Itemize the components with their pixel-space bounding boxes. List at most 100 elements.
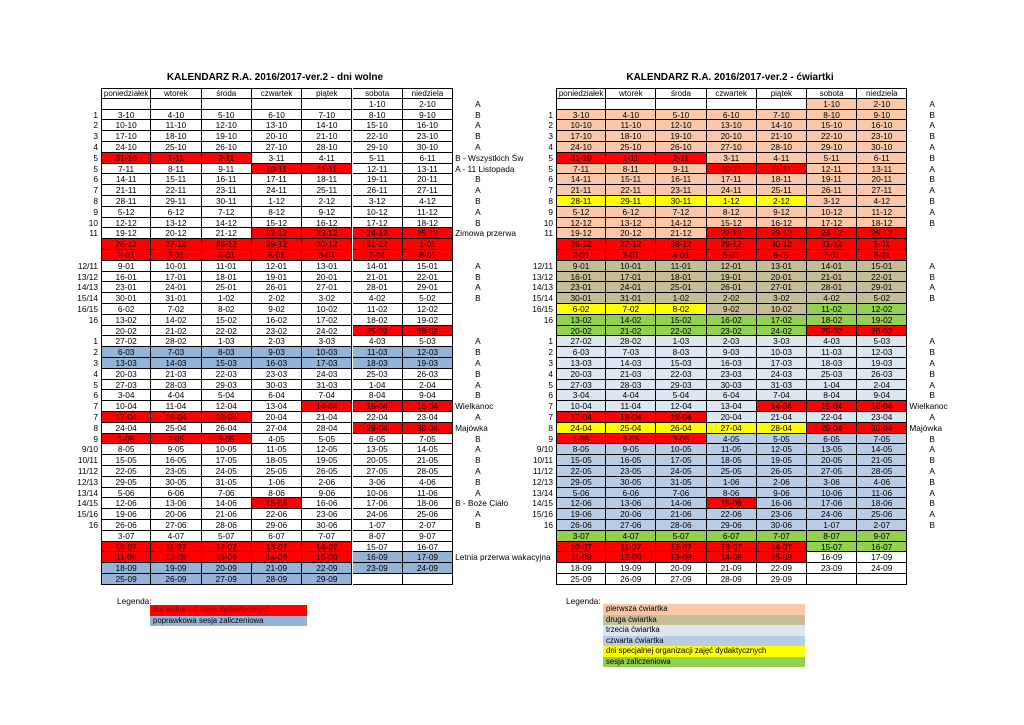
date-cell: 3-10 [101, 109, 152, 121]
week-note: B [929, 109, 935, 120]
date-cell: 12-12 [556, 217, 607, 229]
date-cell: 13-06 [151, 498, 202, 510]
date-cell: 28-04 [302, 422, 353, 434]
date-cell: 24-10 [556, 142, 607, 153]
date-cell: 17-09 [402, 552, 454, 564]
date-cell: 25-10 [151, 142, 202, 153]
date-cell: 6-03 [101, 347, 152, 358]
date-cell: 28-12 [656, 239, 707, 250]
date-cell: 13-11 [402, 163, 454, 175]
date-cell: 16-07 [857, 541, 908, 553]
date-cell [756, 98, 807, 110]
week-label: 10/11 [77, 455, 98, 466]
date-cell: 27-12 [606, 239, 657, 250]
column-header: wtorek [151, 88, 202, 99]
date-cell: 29-06 [706, 520, 757, 531]
date-cell: 4-02 [807, 293, 858, 304]
week-label [60, 542, 98, 553]
date-cell: 28-03 [151, 379, 202, 391]
date-cell: 18-02 [352, 314, 403, 326]
date-cell: 25-02 [807, 325, 858, 337]
date-cell: 17-01 [606, 271, 657, 283]
date-cell: 28-02 [606, 336, 657, 348]
date-cell: 23-12 [302, 228, 353, 240]
date-cell: 2-05 [151, 433, 202, 445]
date-cell: 16-12 [756, 217, 807, 229]
date-cell: 8-03 [201, 347, 252, 358]
week-label: 14/13 [532, 282, 553, 293]
date-cell: 23-04 [857, 412, 908, 423]
date-cell: 26-10 [201, 142, 252, 153]
date-cell: 29-06 [251, 520, 303, 531]
week-label: 5 [548, 379, 553, 390]
date-cell: 25-03 [807, 368, 858, 380]
date-cell: 27-10 [706, 142, 757, 153]
date-cell: 8-10 [352, 109, 403, 121]
date-cell: 7-01 [807, 250, 858, 261]
date-cell: 30-11 [201, 196, 252, 207]
date-cell: 10-07 [101, 541, 152, 553]
date-cell: 20-01 [302, 271, 353, 283]
date-cell: 31-01 [606, 293, 657, 304]
date-cell: 23-01 [101, 282, 152, 294]
date-cell: 28-09 [706, 574, 757, 585]
date-cell: 10-04 [101, 401, 152, 412]
date-cell: 16-04 [857, 401, 908, 412]
date-cell: 5-03 [402, 336, 454, 348]
week-label: 13/12 [77, 271, 98, 282]
date-cell: 19-10 [201, 131, 252, 142]
date-cell: 21-12 [656, 228, 707, 240]
week-label: 7 [548, 185, 553, 196]
week-note: B [475, 271, 481, 282]
date-cell: 19-04 [656, 412, 707, 423]
date-cell: 9-05 [606, 444, 657, 456]
week-label: 2 [93, 347, 98, 358]
date-cell [402, 574, 454, 585]
week-note: B [475, 455, 481, 466]
date-cell: 25-02 [352, 325, 403, 337]
week-label: 4 [548, 142, 553, 152]
date-cell: 5-05 [756, 433, 807, 445]
date-cell: 11-02 [807, 304, 858, 315]
date-cell: 30-04 [402, 422, 454, 434]
date-cell: 1-10 [352, 98, 403, 110]
week-label: 10 [88, 217, 98, 228]
date-cell: 10-05 [656, 444, 707, 456]
date-cell: 16-07 [402, 541, 454, 553]
week-note: A [929, 163, 935, 174]
date-cell: 4-06 [857, 476, 908, 488]
date-cell: 12-09 [151, 552, 202, 564]
date-cell [857, 574, 908, 585]
date-cell: 1-12 [706, 196, 757, 207]
date-cell: 6-10 [251, 109, 303, 121]
date-cell: 1-03 [656, 336, 707, 348]
date-cell: 11-02 [352, 304, 403, 315]
week-label [516, 552, 553, 563]
date-cell [807, 574, 858, 585]
column-header: piątek [302, 88, 353, 99]
week-note: Majówka [455, 422, 488, 433]
date-cell: 28-05 [402, 466, 454, 477]
date-cell: 15-02 [656, 314, 707, 326]
date-cell: 2-10 [402, 98, 454, 110]
date-cell: 18-02 [807, 314, 858, 326]
date-cell: 19-11 [352, 174, 403, 186]
date-cell: 26-02 [402, 325, 454, 337]
date-cell: 9-02 [706, 304, 757, 315]
date-cell: 26-04 [656, 422, 707, 434]
date-cell: 1-06 [706, 476, 757, 488]
date-cell: 19-05 [756, 455, 807, 466]
week-label: 1 [548, 336, 553, 347]
week-note: B [929, 293, 935, 304]
week-note: A [475, 206, 481, 217]
date-cell: 2-05 [606, 433, 657, 445]
date-cell: 26-10 [656, 142, 707, 153]
date-cell: 30-06 [302, 520, 353, 531]
date-cell: 15-09 [302, 552, 353, 564]
date-cell: 20-11 [402, 174, 454, 186]
week-note: A [475, 412, 481, 422]
date-cell: 23-10 [402, 131, 454, 142]
date-cell: 30-05 [151, 476, 202, 488]
column-header: sobota [807, 88, 858, 99]
date-cell: 7-05 [402, 433, 454, 445]
